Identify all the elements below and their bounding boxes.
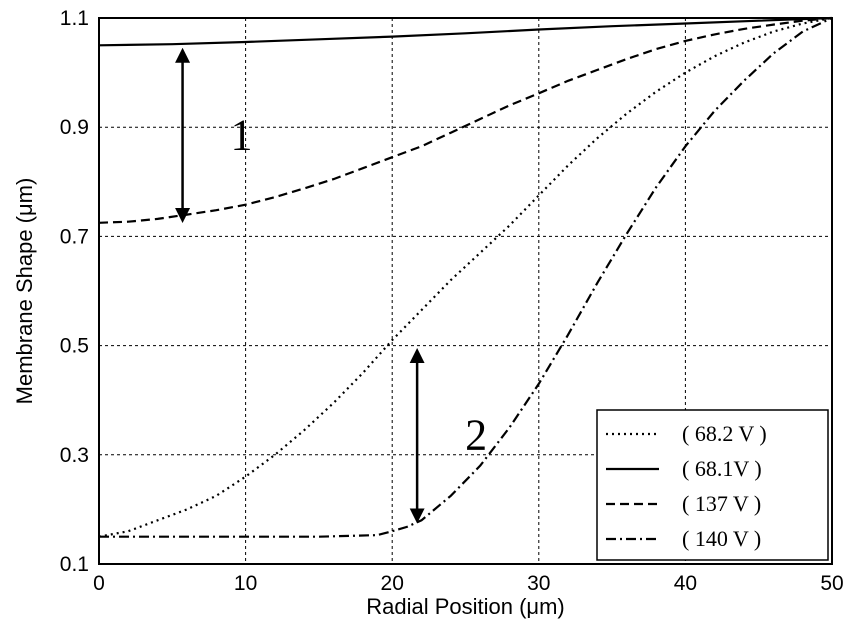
x-tick-label: 30 — [527, 572, 550, 595]
legend: ( 68.2 V ) ( 68.1V ) ( 137 V ) ( 140 V ) — [596, 409, 829, 561]
tick-labels: 0 10 20 30 40 50 0.1 0.3 0.5 0.7 0.9 1.1 — [60, 7, 844, 595]
legend-label: ( 137 V ) — [682, 491, 761, 516]
y-tick-label: 0.9 — [60, 116, 89, 139]
x-tick-label: 10 — [234, 572, 257, 595]
x-tick-label: 40 — [674, 572, 697, 595]
y-tick-label: 0.5 — [60, 335, 89, 358]
series-line-dashed — [98, 16, 833, 224]
annotations: 12 — [175, 47, 487, 524]
y-tick-label: 1.1 — [60, 7, 89, 30]
legend-label: ( 68.2 V ) — [682, 421, 767, 446]
legend-label: ( 140 V ) — [682, 526, 761, 551]
legend-box — [596, 409, 829, 561]
x-tick-label: 50 — [820, 572, 843, 595]
x-axis-title: Radial Position (μm) — [366, 594, 565, 619]
plot-frame — [98, 17, 833, 565]
y-tick-label: 0.7 — [60, 225, 89, 248]
series-line-solid — [98, 16, 833, 47]
series-group — [98, 16, 833, 538]
x-tick-label: 20 — [381, 572, 404, 595]
annotation-label-1: 1 — [231, 110, 253, 159]
x-tick-label: 0 — [93, 572, 105, 595]
annotation-label-2: 2 — [465, 411, 487, 460]
legend-label: ( 68.1V ) — [682, 456, 762, 481]
series-line-dashdot — [99, 17, 833, 538]
y-axis-title: Membrane Shape (μm) — [12, 178, 37, 405]
y-tick-label: 0.1 — [60, 553, 89, 576]
y-tick-label: 0.3 — [60, 444, 89, 467]
series-line-dotted — [98, 16, 833, 538]
grid — [99, 18, 832, 564]
